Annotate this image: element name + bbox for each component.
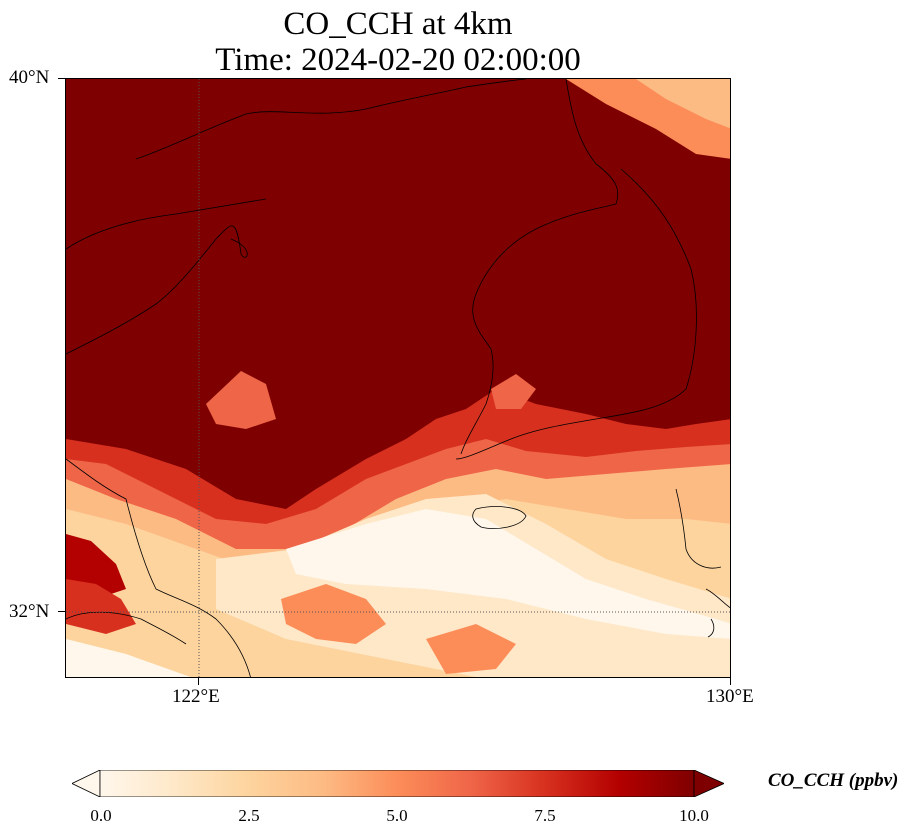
plume-central-patch: [206, 371, 276, 429]
lat-tick-mark: [58, 611, 65, 612]
plume-northeast-corner-inner: [636, 79, 730, 129]
lowest-concentration-area: [286, 509, 730, 639]
gridlines: [66, 79, 730, 677]
map-title-line1: CO_CCH at 4km: [283, 6, 513, 42]
colorbar-tick-5: 5.0: [386, 806, 408, 825]
lat-tick-mark: [58, 78, 65, 79]
colorbar-graphic: [71, 769, 725, 798]
colorbar-tick-0: 0.0: [90, 806, 112, 825]
map-panel: [65, 78, 731, 678]
colorbar: [71, 769, 725, 798]
colorbar-extend-high: [693, 769, 725, 798]
concentration-field: [66, 79, 730, 677]
lon-tick-mark: [730, 678, 731, 685]
lat-tick-label-32n: 32°N: [9, 601, 50, 622]
lon-tick-mark: [198, 678, 199, 685]
plume-south-central: [281, 584, 386, 644]
plume-southwest-edge-outer: [66, 579, 136, 634]
colorbar-tick-10: 10.0: [679, 806, 709, 825]
lon-tick-label-122e: 122°E: [172, 686, 220, 707]
colorbar-label: CO_CCH (ppbv): [768, 770, 899, 791]
map-title-line2: Time: 2024-02-20 02:00:00: [215, 42, 581, 78]
colorbar-tick-2-5: 2.5: [238, 806, 260, 825]
colorbar-tick-7-5: 7.5: [534, 806, 556, 825]
plume-south-east: [426, 624, 516, 674]
plume-korea-south-patch: [491, 374, 536, 409]
lon-tick-label-130e: 130°E: [706, 686, 754, 707]
colorbar-gradient: [99, 769, 695, 798]
lowest-concentration-area-southwest: [66, 639, 191, 677]
lat-tick-label-40n: 40°N: [9, 67, 50, 88]
coastlines: [66, 79, 730, 677]
colorbar-extend-low: [71, 769, 101, 798]
